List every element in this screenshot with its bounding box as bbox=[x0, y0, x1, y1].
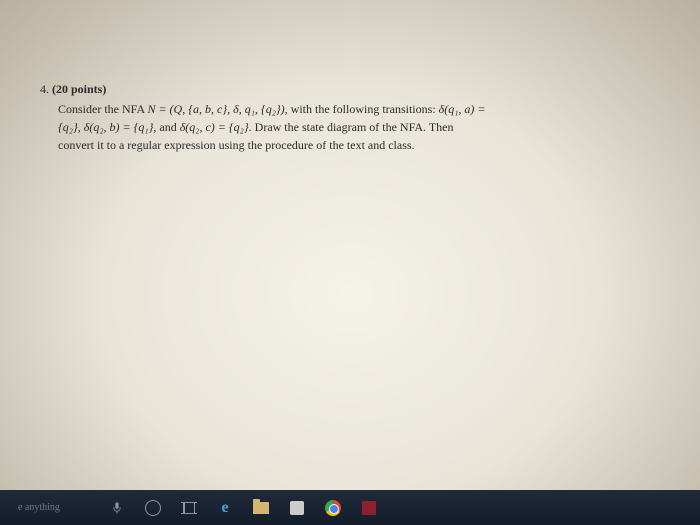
text-segment: , and bbox=[153, 120, 179, 134]
document-page: 4. (20 points) Consider the NFA N = (Q, … bbox=[0, 0, 700, 490]
math-nfa-def: N = (Q, {a, b, c}, δ, q₁, {q₂}) bbox=[147, 102, 284, 116]
folder-shape bbox=[253, 502, 269, 514]
task-view-shape bbox=[181, 502, 197, 514]
taskbar-icons-group: e bbox=[108, 499, 378, 517]
edge-browser-icon[interactable]: e bbox=[216, 499, 234, 517]
chrome-shape bbox=[325, 500, 341, 516]
problem-number: 4. bbox=[40, 82, 49, 96]
chrome-icon[interactable] bbox=[324, 499, 342, 517]
cortana-circle bbox=[145, 500, 161, 516]
search-box[interactable]: e anything bbox=[8, 502, 88, 513]
math-trans3: δ(q₂, c) = {q₂} bbox=[180, 120, 249, 134]
text-segment: Consider the NFA bbox=[58, 102, 147, 116]
mic-icon[interactable] bbox=[108, 499, 126, 517]
problem-points: (20 points) bbox=[52, 82, 106, 96]
task-view-icon[interactable] bbox=[180, 499, 198, 517]
file-explorer-icon[interactable] bbox=[252, 499, 270, 517]
math-line2-start: {q₂}, bbox=[58, 120, 84, 134]
problem-content: 4. (20 points) Consider the NFA N = (Q, … bbox=[40, 80, 660, 154]
cortana-icon[interactable] bbox=[144, 499, 162, 517]
text-segment: convert it to a regular expression using… bbox=[58, 138, 415, 152]
text-segment: , with the following transitions: bbox=[285, 102, 439, 116]
microphone-svg bbox=[113, 501, 121, 515]
problem-body: Consider the NFA N = (Q, {a, b, c}, δ, q… bbox=[58, 100, 660, 154]
text-segment: . Draw the state diagram of the NFA. The… bbox=[249, 120, 454, 134]
store-shape bbox=[290, 501, 304, 515]
math-trans1: δ(q₁, a) = bbox=[439, 102, 486, 116]
windows-taskbar: e anything e bbox=[0, 490, 700, 525]
store-icon[interactable] bbox=[288, 499, 306, 517]
problem-header: 4. (20 points) bbox=[40, 80, 660, 98]
pdf-reader-icon[interactable] bbox=[360, 499, 378, 517]
pdf-shape bbox=[362, 501, 376, 515]
math-trans2: δ(q₂, b) = {q₁} bbox=[84, 120, 154, 134]
